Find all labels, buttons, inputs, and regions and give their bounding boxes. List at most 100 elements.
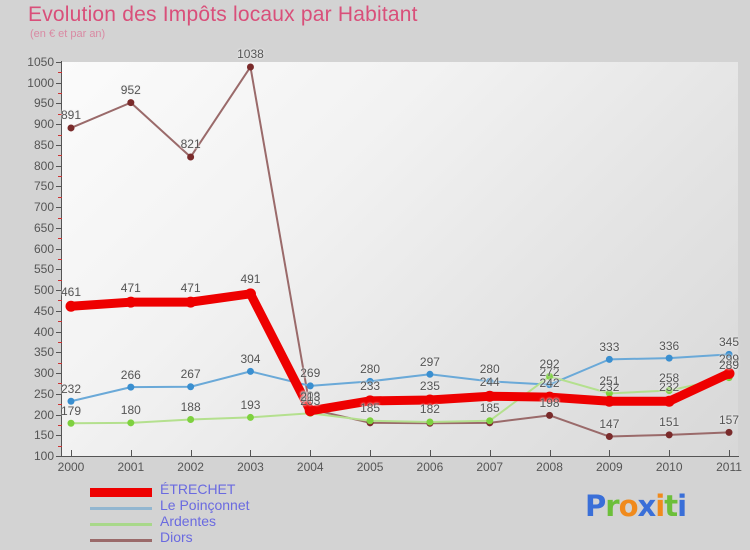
y-tick-label: 200 — [33, 407, 54, 422]
y-tick-mark — [56, 186, 62, 188]
y-tick-minor-mark — [58, 279, 62, 281]
data-point-label: 952 — [120, 83, 141, 98]
data-point-label: 471 — [180, 280, 201, 295]
logo-letter: i — [677, 489, 687, 523]
data-point-label: 235 — [419, 378, 440, 393]
legend-color-swatch — [90, 522, 152, 526]
y-tick-mark — [56, 290, 62, 292]
data-point-label: 209 — [300, 389, 321, 404]
y-tick-mark — [56, 456, 62, 457]
x-tick-label: 2003 — [237, 460, 264, 474]
data-point-label: 213 — [300, 389, 321, 404]
logo-letter: i — [655, 489, 665, 523]
legend-label: Ardentes — [160, 513, 217, 529]
y-tick-minor-mark — [58, 259, 62, 260]
y-tick-label: 400 — [33, 324, 54, 339]
data-point-label: 185 — [479, 401, 500, 416]
x-tick-mark — [370, 450, 372, 457]
data-point-label: 232 — [659, 379, 680, 394]
page-title: Evolution des Impôts locaux par Habitant — [28, 3, 418, 26]
data-point-label: 891 — [60, 108, 82, 123]
legend-color-swatch — [90, 487, 152, 497]
y-tick-label: 800 — [33, 158, 54, 173]
data-point-label: 1038 — [237, 47, 264, 62]
y-tick-mark — [56, 144, 62, 146]
y-tick-label: 150 — [33, 428, 54, 443]
data-point-label: 157 — [718, 412, 740, 427]
y-tick-label: 850 — [33, 137, 54, 152]
y-tick-mark — [56, 310, 62, 312]
data-point-label: 269 — [300, 366, 321, 381]
data-point-label: 151 — [659, 415, 680, 430]
y-tick-minor-mark — [58, 196, 62, 198]
y-tick-minor-mark — [58, 404, 62, 406]
y-tick-mark — [56, 352, 62, 354]
y-tick-label: 600 — [33, 241, 54, 256]
x-tick-label: 2002 — [177, 460, 204, 474]
x-tick-mark — [669, 450, 671, 457]
x-tick-label: 2001 — [117, 460, 145, 474]
data-point-label: 345 — [718, 334, 740, 349]
legend-label: Le Poinçonnet — [160, 497, 250, 513]
logo-letter: t — [664, 489, 678, 523]
x-tick-label: 2007 — [476, 460, 504, 474]
data-point-label: 267 — [180, 367, 201, 382]
logo-letter: P — [585, 489, 606, 523]
logo-letter: x — [637, 489, 657, 523]
x-tick-label: 2008 — [536, 460, 563, 474]
y-tick-mark — [56, 373, 62, 375]
logo-letter: r — [605, 489, 619, 523]
y-tick-label: 350 — [33, 345, 54, 360]
y-tick-mark — [56, 393, 62, 395]
data-point-label: 258 — [659, 370, 680, 385]
x-tick-label: 2004 — [296, 460, 324, 474]
data-point-label: 232 — [60, 381, 82, 396]
y-tick-minor-mark — [58, 155, 62, 157]
y-tick-minor-mark — [58, 321, 62, 323]
data-point-label: 233 — [360, 379, 381, 394]
data-point-label: 821 — [180, 137, 201, 152]
data-point-label: 232 — [599, 379, 620, 394]
x-axis — [61, 456, 739, 457]
legend-label: ÉTRECHET — [160, 481, 236, 497]
data-point-label: 461 — [60, 284, 82, 299]
data-point-label: 292 — [539, 356, 560, 371]
y-tick-mark — [56, 103, 62, 105]
data-point-label: 203 — [300, 393, 321, 408]
data-point-label: 304 — [240, 351, 261, 366]
data-point-label: 244 — [479, 374, 500, 389]
x-tick-mark — [729, 450, 730, 457]
y-tick-mark — [56, 82, 62, 84]
logo-letter: o — [618, 489, 639, 523]
data-point-label: 188 — [180, 400, 201, 414]
y-tick-label: 300 — [33, 366, 54, 381]
y-tick-label: 450 — [33, 303, 54, 318]
y-tick-label: 900 — [33, 117, 54, 132]
data-point-label: 280 — [360, 361, 381, 376]
data-point-label: 297 — [419, 354, 440, 369]
y-tick-mark — [56, 435, 62, 437]
data-point-label: 251 — [599, 373, 620, 388]
y-tick-mark — [56, 248, 62, 250]
y-tick-minor-mark — [58, 300, 62, 302]
data-point-label: 272 — [539, 365, 560, 380]
x-tick-label: 2000 — [57, 460, 85, 474]
data-point-label: 185 — [360, 401, 381, 416]
y-tick-label: 650 — [33, 220, 54, 235]
data-point-label: 491 — [240, 272, 261, 287]
data-point-label: 147 — [599, 417, 620, 431]
x-tick-mark — [489, 450, 491, 457]
y-tick-label: 550 — [33, 262, 54, 277]
data-point-label: 180 — [120, 403, 141, 418]
data-point-label: 299 — [718, 351, 740, 366]
data-point-label: 336 — [659, 338, 680, 353]
data-point-label: 280 — [479, 361, 500, 376]
proxiti-logo: Proxiti — [585, 489, 687, 523]
y-tick-minor-mark — [58, 93, 62, 95]
y-tick-mark — [56, 269, 62, 271]
y-tick-minor-mark — [58, 445, 62, 447]
legend-color-swatch — [90, 538, 152, 542]
x-tick-mark — [429, 450, 431, 457]
y-tick-mark — [56, 124, 62, 126]
